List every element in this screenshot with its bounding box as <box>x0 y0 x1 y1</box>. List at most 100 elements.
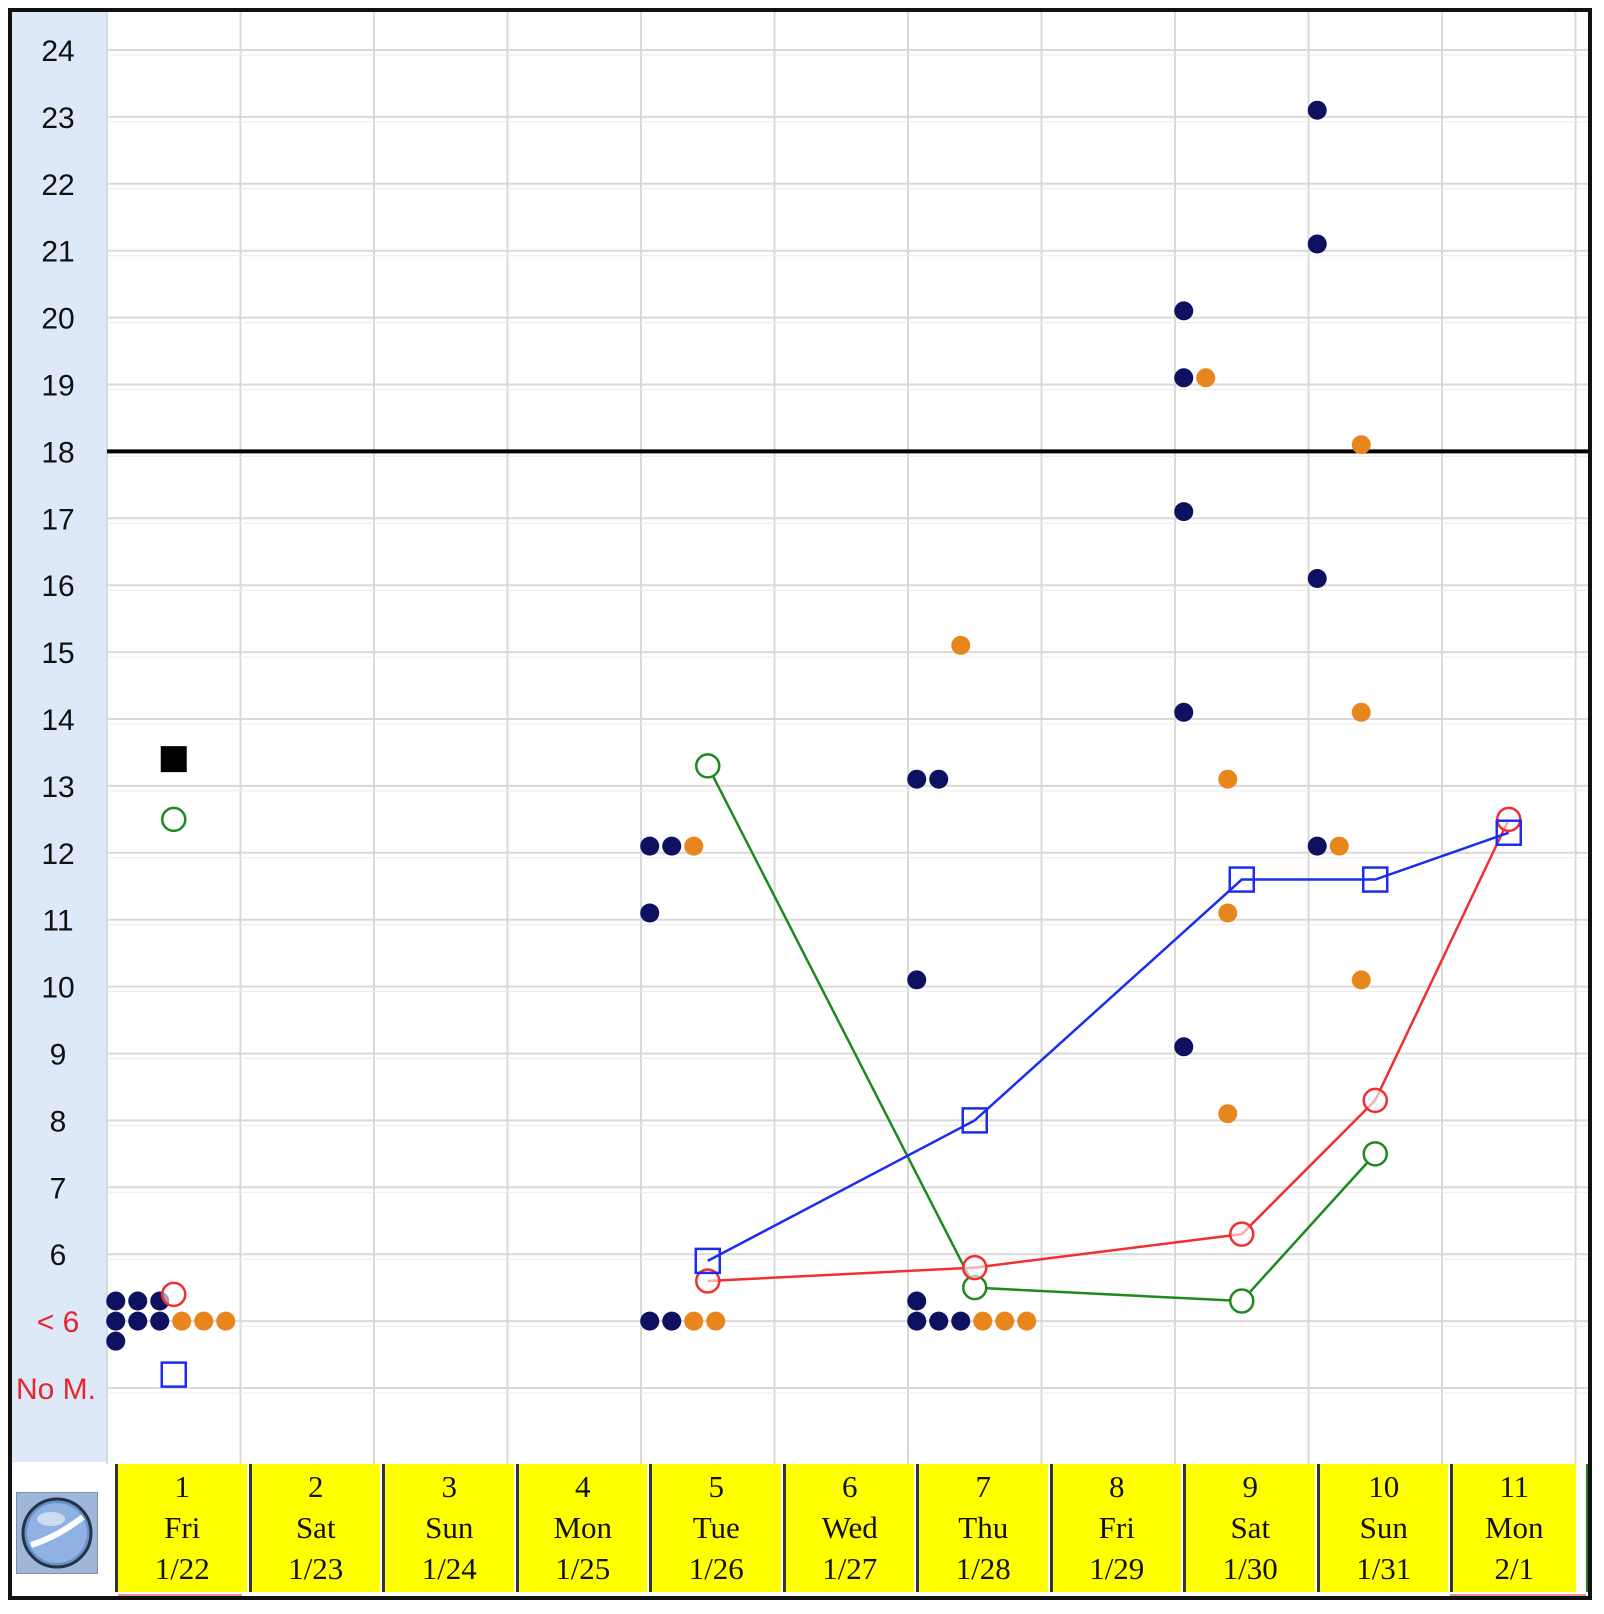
day-header-cell[interactable]: 6 Wed 1/27 <box>782 1464 914 1592</box>
day-header-dow: Sun <box>1359 1510 1408 1545</box>
status-strip-right <box>1450 1594 1586 1596</box>
orange-dot <box>1329 836 1349 856</box>
navy-dot <box>907 769 927 789</box>
orange-dot <box>706 1311 726 1331</box>
navy-dot <box>640 903 660 923</box>
orange-dot <box>973 1311 993 1331</box>
orange-dot <box>1351 702 1371 722</box>
day-header-num: 3 <box>441 1469 458 1504</box>
blue-series-line <box>707 831 1510 1262</box>
red-circle-marker <box>1229 1221 1255 1247</box>
orange-dot <box>951 635 971 655</box>
day-header-date: 1/22 <box>154 1551 210 1586</box>
navy-dot <box>640 836 660 856</box>
globe-icon[interactable] <box>16 1492 98 1574</box>
day-header-date: 1/27 <box>822 1551 878 1586</box>
navy-dot <box>907 1291 927 1311</box>
day-header-dow: Fri <box>1098 1510 1135 1545</box>
navy-dot <box>128 1291 148 1311</box>
y-tick-label: 9 <box>50 1039 67 1072</box>
navy-dot <box>106 1331 126 1351</box>
orange-dot <box>1017 1311 1037 1331</box>
y-tick-label: 23 <box>41 102 74 135</box>
orange-dot <box>1196 368 1216 388</box>
red-circle-marker <box>1362 1087 1388 1114</box>
navy-dot <box>1174 702 1194 722</box>
orange-dot <box>1218 769 1238 789</box>
green-circle-marker <box>695 753 721 779</box>
day-header-date: 1/24 <box>421 1551 477 1586</box>
orange-dot <box>684 1311 704 1331</box>
day-header-dow: Sat <box>295 1510 336 1545</box>
y-tick-label: 10 <box>41 972 74 1005</box>
y-axis-panel <box>12 12 107 1462</box>
red-circle-marker <box>695 1268 721 1294</box>
navy-dot <box>1307 234 1327 254</box>
day-header-cell[interactable]: 5 Tue 1/26 <box>649 1464 781 1592</box>
day-header-num: 5 <box>708 1469 725 1504</box>
green-circle-marker <box>1229 1288 1255 1314</box>
green-circle-marker <box>1362 1141 1388 1167</box>
navy-dot <box>929 769 949 789</box>
navy-dot <box>662 836 682 856</box>
y-tick-label: 19 <box>41 370 74 403</box>
day-header-date: 1/23 <box>288 1551 344 1586</box>
orange-dot <box>1351 970 1371 990</box>
y-tick-label: 22 <box>41 169 74 202</box>
day-header-dow: Sun <box>425 1510 474 1545</box>
day-header-num: 4 <box>575 1469 591 1504</box>
day-header-cell[interactable]: 11 Mon 2/1 <box>1450 1464 1576 1592</box>
day-header-num: 7 <box>975 1469 992 1504</box>
navy-dot <box>1174 301 1194 321</box>
orange-dot <box>995 1311 1015 1331</box>
navy-dot <box>1307 569 1327 589</box>
day-header-cell[interactable]: 3 Sun 1/24 <box>382 1464 514 1592</box>
y-tick-label: 12 <box>41 838 74 871</box>
y-tick-label: 21 <box>41 236 74 269</box>
y-tick-label: < 6 <box>37 1306 80 1339</box>
y-tick-label: 15 <box>41 637 74 670</box>
day-header-date: 1/29 <box>1089 1551 1145 1586</box>
navy-dot <box>907 1311 927 1331</box>
day-header-date: 1/25 <box>555 1551 611 1586</box>
navy-dot <box>1307 100 1327 120</box>
day-header-cell[interactable]: 2 Sat 1/23 <box>248 1464 380 1592</box>
day-header-dow: Wed <box>821 1510 878 1545</box>
day-header-dow: Thu <box>958 1510 1009 1545</box>
red-series-line <box>707 818 1510 1283</box>
day-header-cell[interactable]: 7 Thu 1/28 <box>916 1464 1048 1592</box>
day-header-date: 1/31 <box>1356 1551 1412 1586</box>
navy-dot <box>929 1311 949 1331</box>
day-header-num: 6 <box>842 1469 858 1504</box>
navy-dot <box>907 970 927 990</box>
y-tick-label: 16 <box>41 570 74 603</box>
navy-dot <box>128 1311 148 1331</box>
day-header-dow: Mon <box>553 1510 613 1545</box>
day-header-cell[interactable]: 1 Fri 1/22 <box>115 1464 247 1592</box>
navy-dot <box>640 1311 660 1331</box>
orange-dot <box>172 1311 192 1331</box>
day-header-date: 2/1 <box>1494 1551 1535 1586</box>
y-tick-label: 6 <box>50 1239 67 1272</box>
day-header-num: 10 <box>1368 1469 1400 1504</box>
navy-dot <box>150 1311 170 1331</box>
day-header-cell[interactable]: 8 Fri 1/29 <box>1049 1464 1181 1592</box>
status-strip-left <box>118 1594 242 1596</box>
blue-square-marker <box>1228 866 1255 893</box>
y-tick-label: 7 <box>50 1172 67 1205</box>
blue-square-marker <box>694 1247 721 1275</box>
day-header-num: 8 <box>1109 1469 1125 1504</box>
day-header-cell[interactable]: 4 Mon 1/25 <box>515 1464 647 1592</box>
green-series-line <box>706 765 1377 1303</box>
day-header-cell[interactable]: 10 Sun 1/31 <box>1316 1464 1448 1592</box>
date-header-row: 1 Fri 1/22 2 Sat 1/23 3 Sun 1/24 4 Mon 1/25 5 Tue 1/26… <box>12 1464 1588 1596</box>
day-header-date: 1/28 <box>955 1551 1011 1586</box>
day-header-cell[interactable]: 9 Sat 1/30 <box>1183 1464 1315 1592</box>
day-header-dow: Sat <box>1230 1510 1271 1545</box>
red-circle-marker <box>161 1281 187 1308</box>
orange-dot <box>216 1311 236 1331</box>
y-tick-label: 8 <box>50 1105 67 1138</box>
day-header-date: 1/30 <box>1222 1551 1278 1586</box>
day-header-num: 9 <box>1242 1469 1259 1504</box>
day-header-num: 2 <box>308 1469 324 1504</box>
